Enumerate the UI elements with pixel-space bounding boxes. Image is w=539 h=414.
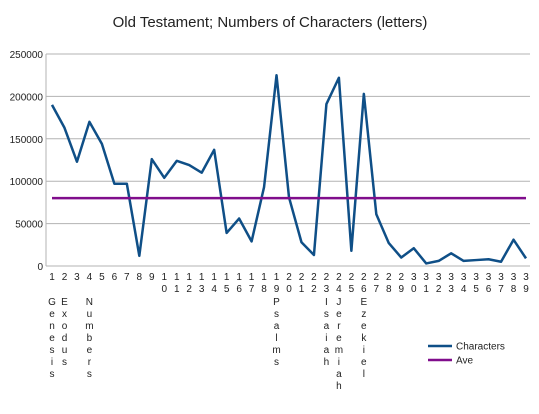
y-tick-label: 0	[37, 262, 43, 273]
x-tick-label: 34	[458, 272, 469, 296]
x-tick-label: 24	[333, 272, 344, 296]
x-tick-label: 26	[358, 272, 369, 296]
category-name: Exodus	[59, 297, 70, 369]
x-tick-label: 33	[446, 272, 457, 296]
x-tick-label: 8	[134, 272, 145, 284]
x-tick-label: 16	[234, 272, 245, 296]
x-tick-label: 14	[209, 272, 220, 296]
category-name: Psalms	[271, 297, 282, 369]
x-tick-label: 5	[96, 272, 107, 284]
x-tick-label: 37	[496, 272, 507, 296]
y-tick-label: 200000	[10, 92, 44, 103]
category-name: Jeremiah	[333, 297, 344, 393]
x-tick-label: 28	[383, 272, 394, 296]
x-tick-label: 17	[246, 272, 257, 296]
x-tick-label: 18	[259, 272, 270, 296]
x-tick-label: 9	[146, 272, 157, 284]
x-tick-label: 31	[421, 272, 432, 296]
y-tick-label: 50000	[15, 220, 43, 231]
category-name: Numbers	[84, 297, 95, 381]
x-tick-label: 11	[171, 272, 182, 296]
x-tick-label: 21	[296, 272, 307, 296]
category-name: Genesis	[47, 297, 58, 381]
x-tick-label: 22	[308, 272, 319, 296]
x-tick-label: 19	[271, 272, 282, 296]
x-tick-label: 12	[184, 272, 195, 296]
x-tick-label: 27	[371, 272, 382, 296]
x-tick-label: 4	[84, 272, 95, 284]
legend-label: Characters	[456, 342, 505, 353]
x-tick-label: 15	[221, 272, 232, 296]
x-tick-label: 1	[47, 272, 58, 284]
x-tick-label: 32	[433, 272, 444, 296]
category-name: Ezekiel	[358, 297, 369, 381]
y-tick-label: 150000	[10, 135, 44, 146]
x-tick-label: 36	[483, 272, 494, 296]
data-line	[50, 73, 528, 265]
y-tick-label: 250000	[10, 50, 44, 61]
category-name: Isaiah	[321, 297, 332, 369]
x-tick-label: 38	[508, 272, 519, 296]
x-tick-label: 23	[321, 272, 332, 296]
chart-title: Old Testament; Numbers of Characters (le…	[113, 14, 428, 31]
x-tick-label: 20	[284, 272, 295, 296]
x-tick-label: 25	[346, 272, 357, 296]
x-tick-label: 29	[396, 272, 407, 296]
x-tick-label: 39	[521, 272, 532, 296]
x-tick-label: 3	[71, 272, 82, 284]
y-tick-label: 100000	[10, 177, 44, 188]
x-tick-label: 6	[109, 272, 120, 284]
x-tick-label: 2	[59, 272, 70, 284]
x-tick-label: 10	[159, 272, 170, 296]
x-tick-label: 7	[121, 272, 132, 284]
legend-label: Ave	[456, 356, 473, 367]
x-tick-label: 35	[471, 272, 482, 296]
x-tick-label: 30	[408, 272, 419, 296]
x-tick-label: 13	[196, 272, 207, 296]
